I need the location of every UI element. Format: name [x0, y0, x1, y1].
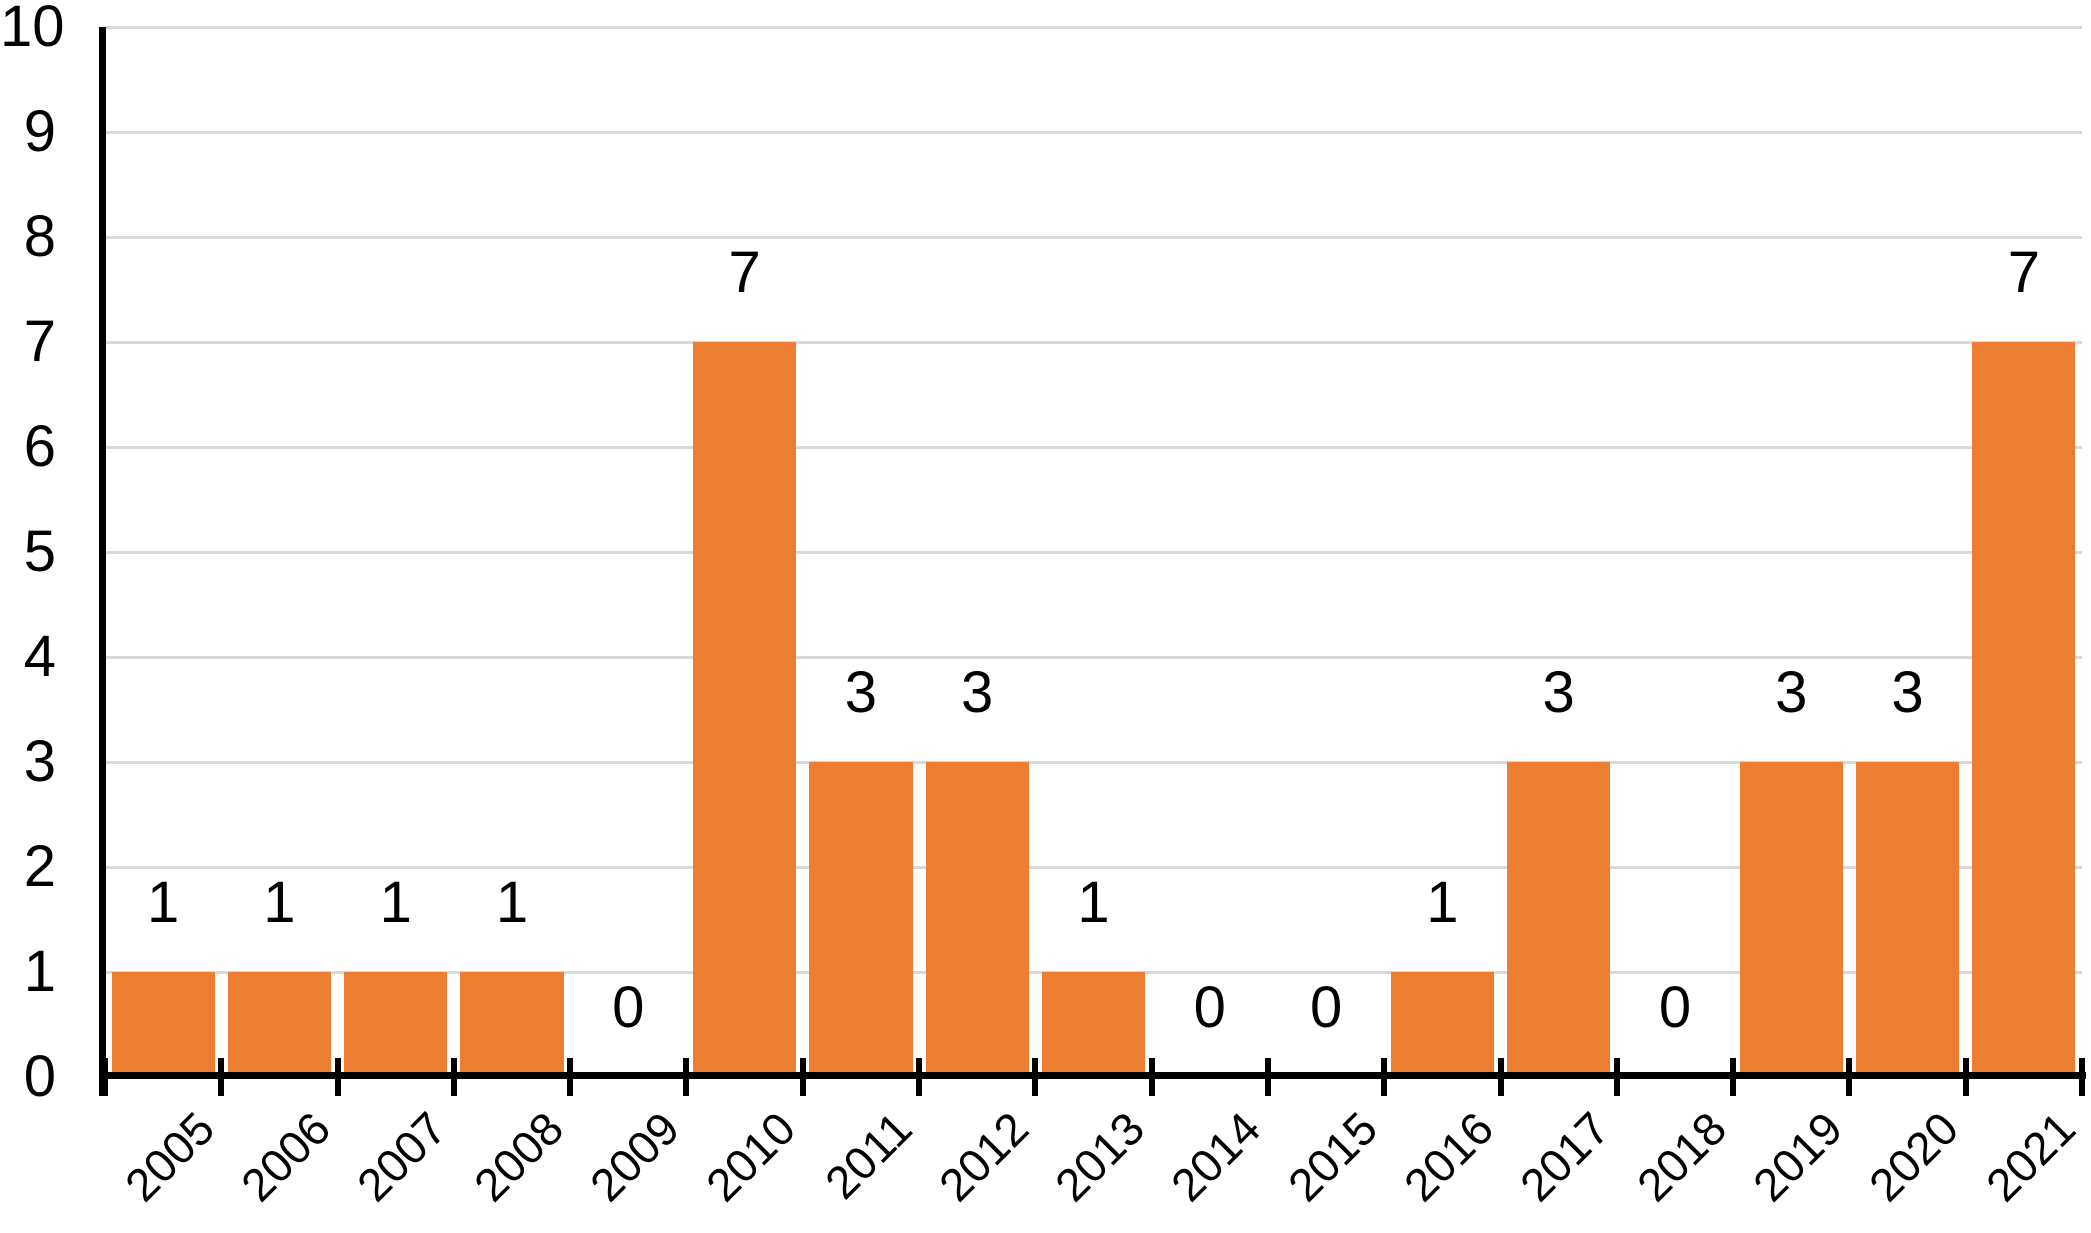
bar-value-label: 3	[961, 660, 994, 725]
x-tick-label: 2008	[463, 1102, 573, 1212]
bar-value-label: 1	[1426, 870, 1459, 935]
x-tick-label: 2012	[928, 1102, 1038, 1212]
bar-value-label: 7	[2007, 240, 2040, 305]
y-tick-label: 0	[23, 1044, 56, 1109]
x-axis-line	[99, 1072, 2086, 1079]
bar	[1390, 972, 1495, 1077]
bar	[1855, 762, 1960, 1077]
x-tick-label: 2018	[1626, 1102, 1736, 1212]
y-tick-label: 1	[23, 939, 56, 1004]
bar-value-label: 7	[728, 240, 761, 305]
bar-value-label: 1	[263, 870, 296, 935]
bar	[1041, 972, 1146, 1077]
y-axis-line	[99, 27, 106, 1096]
x-tick-label: 2011	[814, 1102, 922, 1209]
bar-value-label: 0	[612, 975, 645, 1040]
y-tick-label: 4	[23, 624, 56, 689]
bar	[460, 972, 564, 1077]
gridline	[105, 550, 2082, 554]
bar-value-label: 1	[147, 870, 180, 935]
bar	[1739, 762, 1843, 1077]
bar-value-label: 0	[1658, 975, 1692, 1040]
bar-value-label: 1	[379, 870, 412, 935]
x-tick-label: 2005	[114, 1102, 224, 1212]
x-tick-label: 2015	[1277, 1102, 1387, 1212]
gridline	[105, 760, 2082, 764]
x-tick-label: 2014	[1161, 1102, 1271, 1212]
bar	[692, 342, 797, 1077]
gridline	[105, 235, 2082, 239]
bar-value-label: 0	[1193, 975, 1226, 1040]
y-tick-label: 8	[23, 204, 56, 269]
y-tick-label: 3	[23, 729, 56, 794]
x-tick-label: 2019	[1742, 1102, 1853, 1212]
bar-value-label: 3	[1775, 660, 1808, 725]
bar-value-label: 1	[495, 870, 529, 935]
y-tick-label: 6	[23, 414, 56, 479]
bar	[111, 972, 215, 1077]
y-tick-label: 9	[23, 99, 56, 164]
y-tick-label: 5	[23, 519, 56, 584]
gridline	[105, 130, 2082, 134]
bar	[344, 972, 448, 1077]
bar-value-label: 3	[1891, 660, 1924, 725]
bar-value-label: 1	[1077, 870, 1110, 935]
x-tick-label: 2009	[579, 1102, 690, 1212]
y-tick-label: 2	[23, 834, 56, 899]
x-tick-label: 2007	[347, 1102, 457, 1212]
x-tick-label: 2006	[231, 1102, 341, 1212]
y-tick-label: 7	[23, 309, 56, 374]
gridline	[105, 865, 2082, 869]
x-tick-label: 2020	[1859, 1102, 1969, 1212]
y-tick-label: 10	[0, 0, 65, 59]
gridline	[105, 340, 2082, 344]
bar	[1972, 342, 2076, 1077]
bar-value-label: 3	[1542, 660, 1575, 725]
gridline	[105, 445, 2082, 449]
bar-value-label: 3	[844, 660, 878, 725]
bar	[809, 762, 913, 1077]
x-tick-label: 2010	[696, 1102, 806, 1212]
gridline	[105, 25, 2082, 29]
x-tick-label: 2021	[1975, 1102, 2085, 1212]
bar	[227, 972, 332, 1077]
bar	[1507, 762, 1611, 1077]
bar-value-label: 0	[1309, 975, 1343, 1040]
bar	[925, 762, 1029, 1077]
gridline	[105, 655, 2082, 659]
x-tick-label: 2013	[1045, 1102, 1155, 1212]
x-tick-label: 2017	[1510, 1102, 1620, 1212]
x-tick-label: 2016	[1394, 1102, 1504, 1212]
